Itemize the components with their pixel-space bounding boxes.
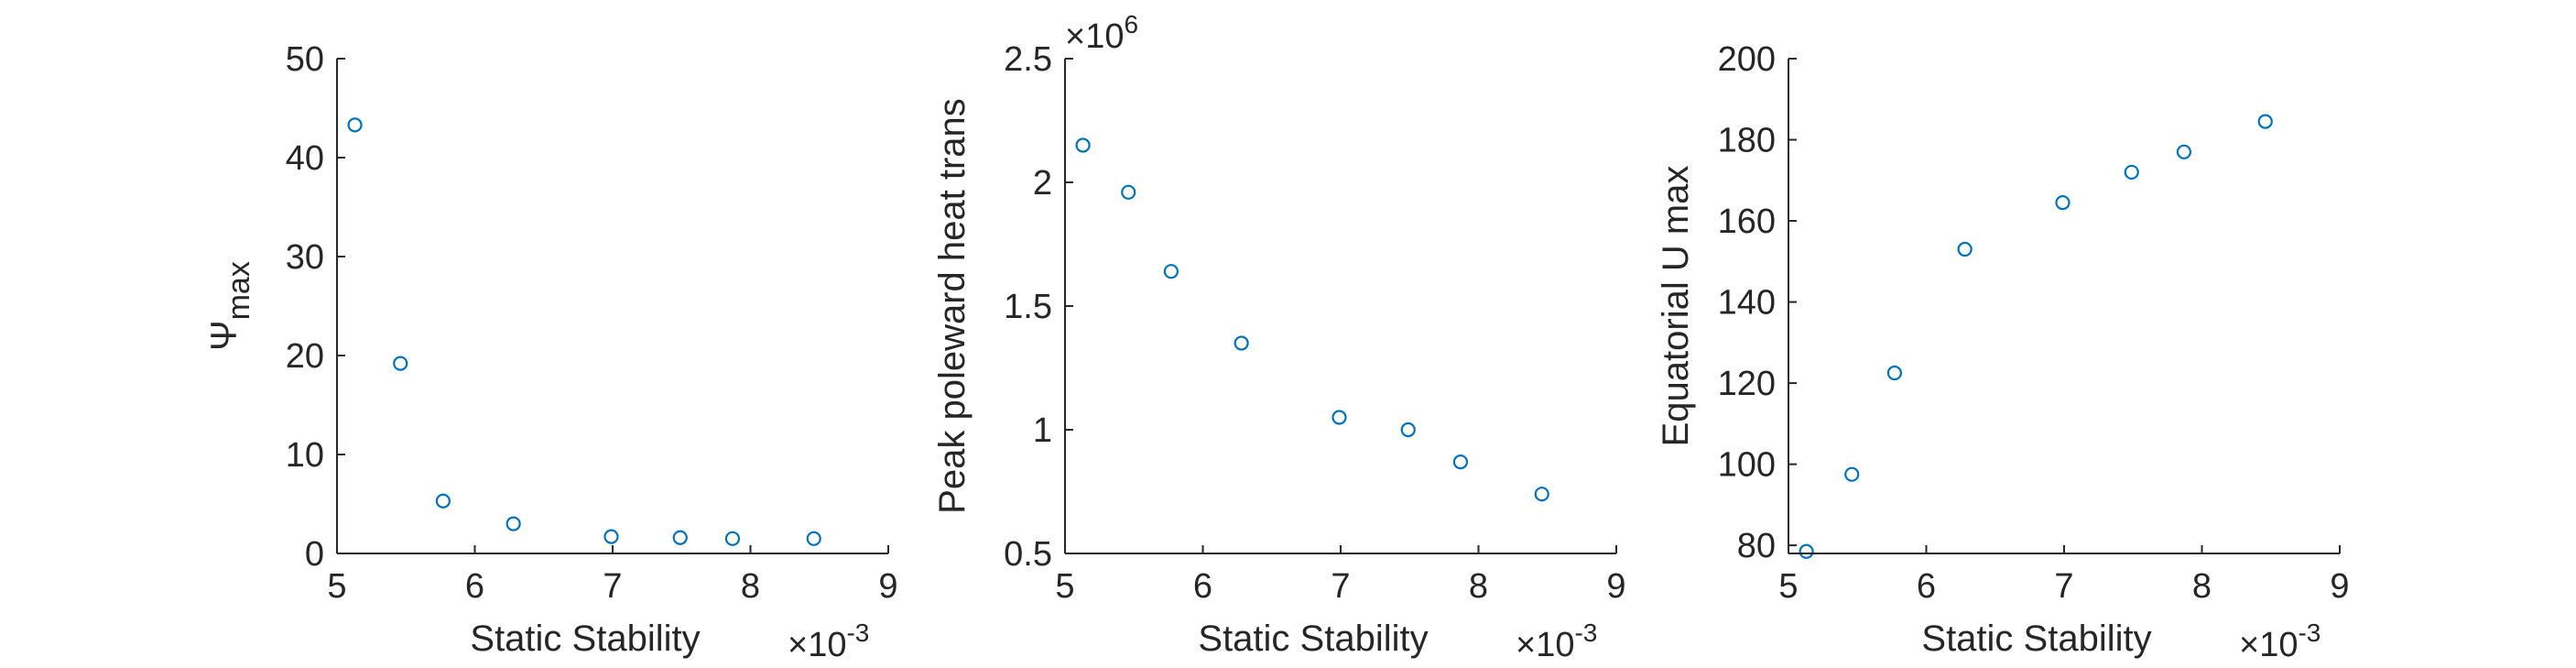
times-sign: ×10 bbox=[2239, 626, 2298, 664]
exponent: 6 bbox=[1124, 10, 1138, 38]
data-point bbox=[1957, 241, 1973, 257]
y-label-sub: max bbox=[222, 261, 256, 320]
y-tick-label: 50 bbox=[286, 40, 324, 79]
y-axis-label: Equatorial U max bbox=[1656, 166, 1696, 447]
x-tick-label: 7 bbox=[1331, 567, 1350, 606]
scatter-points bbox=[1799, 114, 2273, 559]
data-point bbox=[806, 531, 821, 546]
data-point bbox=[603, 529, 619, 544]
data-point bbox=[672, 530, 688, 545]
scatter-points bbox=[1075, 137, 1549, 502]
x-tick-label: 6 bbox=[1193, 567, 1212, 606]
y-tick-label: 1 bbox=[1033, 411, 1052, 450]
subplot-heat-transport: 5 6 7 8 90.511.522.5 Static Stability ×10-3 … bbox=[932, 10, 1626, 664]
x-axis-label: Static Stability bbox=[1198, 619, 1428, 659]
data-point bbox=[1075, 137, 1091, 153]
y-tick-label: 10 bbox=[286, 436, 324, 475]
y-tick-label: 100 bbox=[1718, 446, 1776, 485]
x-tick-label: 9 bbox=[878, 567, 897, 606]
data-point bbox=[1799, 543, 1814, 559]
x-tick-label: 7 bbox=[2054, 567, 2073, 606]
y-tick-label: 40 bbox=[286, 139, 324, 178]
y-tick-label: 20 bbox=[286, 337, 324, 376]
axes: 5 6 7 8 9 80 100 120 140 160 180 200 bbox=[1718, 40, 2350, 606]
x-tick-label: 8 bbox=[2192, 567, 2212, 606]
data-point bbox=[1534, 487, 1549, 502]
data-point bbox=[505, 516, 521, 531]
data-point bbox=[724, 531, 741, 546]
y-label-main: Ψ bbox=[204, 320, 245, 350]
x-tick-label: 5 bbox=[1055, 567, 1074, 606]
exponent: -3 bbox=[2298, 619, 2321, 647]
x-axis-multiplier: ×10-3 bbox=[2239, 619, 2321, 664]
y-tick-label: 80 bbox=[1737, 527, 1776, 565]
y-tick-label: 140 bbox=[1718, 284, 1776, 323]
x-axis-multiplier: ×10-3 bbox=[1516, 619, 1597, 664]
y-tick-label: 0.5 bbox=[1004, 535, 1052, 574]
x-tick-label: 5 bbox=[327, 567, 346, 606]
x-axis-label: Static Stability bbox=[1921, 619, 2151, 659]
data-point bbox=[347, 117, 363, 133]
data-point bbox=[1234, 335, 1249, 351]
x-multiplier-text: ×10-3 bbox=[788, 619, 869, 664]
subplot-equatorial-u: 5 6 7 8 9 80 100 120 140 160 180 200 Static Stabili… bbox=[1656, 40, 2350, 664]
data-point bbox=[1163, 264, 1179, 279]
x-tick-label: 5 bbox=[1778, 567, 1798, 606]
y-tick-label: 120 bbox=[1718, 365, 1776, 403]
data-point bbox=[2257, 114, 2273, 129]
axes: 5 6 7 8 9 0 10 20 30 40 50 bbox=[286, 40, 898, 606]
y-axis-label: Ψmax bbox=[204, 261, 256, 351]
x-tick-label: 6 bbox=[465, 567, 484, 606]
y-tick-label: 0 bbox=[305, 535, 324, 574]
x-axis-multiplier: ×10-3 bbox=[788, 619, 869, 664]
y-tick-label: 2.5 bbox=[1004, 40, 1052, 79]
y-tick-label: 2 bbox=[1033, 164, 1052, 203]
x-multiplier-text: ×10-3 bbox=[2239, 619, 2321, 664]
x-axis-label: Static Stability bbox=[470, 619, 700, 659]
times-sign: ×10 bbox=[1065, 17, 1124, 56]
y-tick-label: 180 bbox=[1718, 122, 1776, 160]
data-point bbox=[1400, 422, 1416, 438]
data-point bbox=[1844, 466, 1860, 482]
data-point bbox=[2055, 195, 2071, 211]
exponent: -3 bbox=[1574, 619, 1597, 647]
data-point bbox=[1886, 365, 1902, 381]
x-tick-label: 6 bbox=[1917, 567, 1936, 606]
x-tick-label: 9 bbox=[2330, 567, 2349, 606]
data-point bbox=[1121, 184, 1136, 200]
y-tick-label: 30 bbox=[286, 238, 324, 277]
x-multiplier-text: ×10-3 bbox=[1516, 619, 1597, 664]
data-point bbox=[393, 356, 408, 371]
data-point bbox=[1452, 454, 1469, 470]
x-tick-label: 7 bbox=[603, 567, 622, 606]
data-point bbox=[2124, 164, 2139, 181]
y-tick-label: 200 bbox=[1718, 40, 1776, 79]
x-tick-label: 8 bbox=[1469, 567, 1488, 606]
times-sign: ×10 bbox=[788, 626, 846, 664]
x-tick-label: 9 bbox=[1606, 567, 1625, 606]
y-multiplier-text: ×106 bbox=[1065, 10, 1138, 56]
data-point bbox=[435, 493, 451, 509]
data-point bbox=[2176, 144, 2192, 159]
y-axis-label: Peak poleward heat trans bbox=[932, 98, 973, 514]
y-tick-label: 1.5 bbox=[1004, 288, 1052, 326]
axes: 5 6 7 8 9 0.5 1 1.5 2 2.5 bbox=[1004, 40, 1625, 606]
x-tick-label: 8 bbox=[741, 567, 760, 606]
y-tick-label: 160 bbox=[1718, 203, 1776, 241]
data-point bbox=[1331, 410, 1347, 425]
exponent: -3 bbox=[846, 619, 869, 647]
y-axis-multiplier: ×106 bbox=[1065, 10, 1138, 56]
times-sign: ×10 bbox=[1516, 626, 1574, 664]
scatter-points bbox=[347, 117, 821, 546]
